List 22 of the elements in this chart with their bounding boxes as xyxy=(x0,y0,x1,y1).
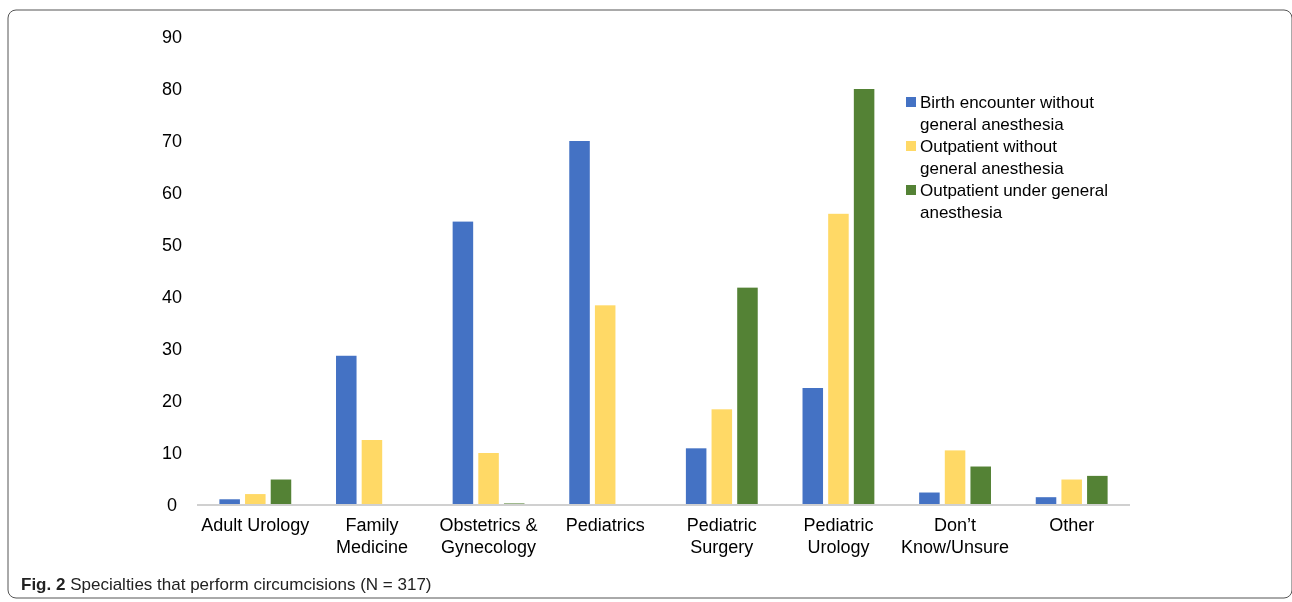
y-tick-label: 70 xyxy=(161,131,183,152)
legend-label: Outpatient without general anesthesia xyxy=(920,137,1065,178)
x-tick-label: Pediatric Urology xyxy=(803,515,874,557)
y-tick-label: 50 xyxy=(161,235,183,256)
x-tick-label: Family Medicine xyxy=(335,515,408,557)
y-tick-label: 10 xyxy=(161,443,183,464)
legend-label: Outpatient under general anesthesia xyxy=(920,181,1109,222)
y-tick-label: 40 xyxy=(161,287,183,308)
legend-label: Birth encounter without general anesthesia xyxy=(920,93,1095,134)
y-tick-label: 0 xyxy=(166,495,178,516)
x-tick-label: Obstetrics & Gynecology xyxy=(439,515,538,557)
x-tick-label: Other xyxy=(1049,515,1095,536)
x-tick-label: Don’t Know/Unsure xyxy=(901,515,1010,557)
y-tick-label: 30 xyxy=(161,339,183,360)
caption: Fig. 2 Specialties that perform circumcisions (N = 317) xyxy=(21,575,432,594)
y-tick-label: 80 xyxy=(161,79,183,100)
x-tick-label: Adult Urology xyxy=(201,515,310,536)
y-tick-label: 60 xyxy=(161,183,183,204)
y-tick-label: 90 xyxy=(161,27,183,48)
x-tick-label: Pediatric Surgery xyxy=(686,515,757,557)
x-tick-label: Pediatrics xyxy=(565,515,645,536)
y-tick-label: 20 xyxy=(161,391,183,412)
